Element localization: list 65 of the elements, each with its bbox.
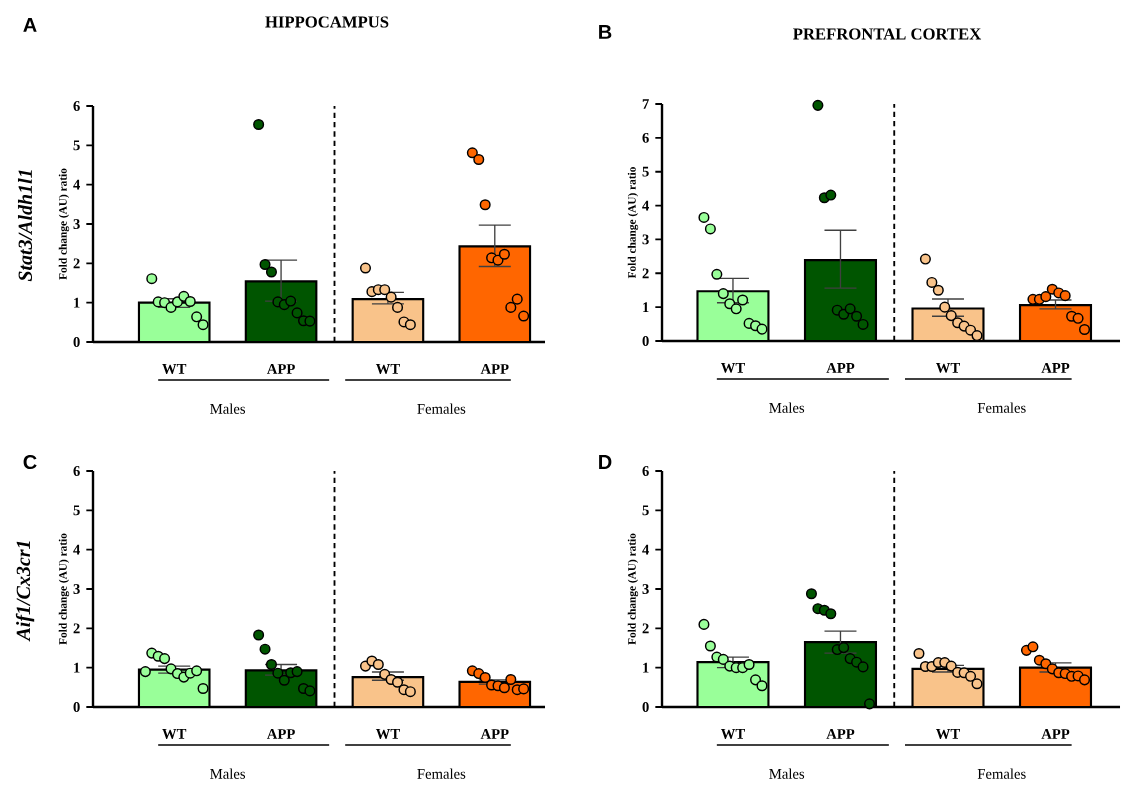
- y-tick-label: 3: [642, 584, 649, 594]
- x-tick-label: WT: [935, 729, 960, 739]
- y-tick-label: 0: [73, 702, 80, 712]
- x-tick-label: APP: [826, 729, 855, 739]
- x-tick-label: WT: [935, 363, 960, 373]
- text: Females: [977, 402, 1026, 413]
- x-tick-label: APP: [266, 729, 295, 739]
- text: B: [599, 25, 612, 39]
- y-tick-label: 5: [73, 505, 80, 516]
- y-tick-label: 2: [73, 623, 80, 634]
- text: Females: [417, 403, 466, 414]
- text: Females: [417, 768, 466, 779]
- text: Males: [769, 402, 805, 413]
- y-axis-title: Fold change (AU) ratio: [627, 167, 639, 279]
- x-tick-label: APP: [826, 363, 855, 373]
- y-tick-label: 3: [73, 219, 80, 229]
- y-tick-label: 6: [73, 101, 80, 111]
- x-tick-label: WT: [162, 729, 187, 739]
- y-tick-label: 2: [642, 623, 649, 634]
- y-tick-label: 0: [642, 336, 649, 346]
- y-tick-label: 1: [74, 297, 80, 308]
- y-tick-label: 1: [74, 662, 80, 673]
- y-tick-label: 0: [73, 337, 80, 347]
- y-tick-label: 6: [642, 132, 649, 143]
- y-tick-label: 6: [73, 466, 80, 476]
- x-tick-label: APP: [1041, 363, 1070, 373]
- y-tick-label: 4: [73, 544, 81, 555]
- y-tick-label: 6: [642, 466, 649, 476]
- y-tick-label: 2: [642, 268, 649, 279]
- y-tick-label: 2: [73, 258, 80, 269]
- x-tick-label: WT: [720, 729, 745, 739]
- x-tick-label: APP: [480, 729, 509, 739]
- text: Males: [769, 768, 805, 779]
- y-tick-label: 1: [643, 662, 649, 673]
- text: Stat3/Aldh1l1: [17, 170, 33, 282]
- y-axis-title: Fold change (AU) ratio: [58, 533, 70, 645]
- chart-title: PREFRONTAL CORTEX: [793, 28, 982, 40]
- y-tick-label: 5: [642, 166, 649, 177]
- text: Males: [210, 403, 246, 414]
- text: A: [23, 18, 37, 32]
- x-tick-label: WT: [162, 364, 187, 374]
- y-tick-label: 3: [73, 584, 80, 594]
- y-axis-title: Fold change (AU) ratio: [58, 168, 70, 280]
- y-axis-title: Fold change (AU) ratio: [627, 533, 639, 645]
- x-tick-label: APP: [266, 364, 295, 374]
- text: D: [599, 455, 612, 469]
- x-tick-label: APP: [480, 364, 509, 374]
- y-tick-label: 0: [642, 702, 649, 712]
- x-tick-label: WT: [375, 364, 400, 374]
- x-tick-label: WT: [720, 363, 745, 373]
- y-tick-label: 3: [642, 234, 649, 245]
- text: Males: [210, 768, 246, 779]
- y-tick-label: 5: [642, 505, 649, 516]
- y-tick-label: 5: [73, 140, 80, 151]
- y-tick-label: 7: [642, 99, 649, 109]
- x-tick-label: WT: [375, 729, 400, 739]
- text: Aif1/Cx3cr1: [15, 541, 35, 642]
- y-tick-label: 4: [73, 179, 81, 190]
- text: Females: [977, 768, 1026, 779]
- text: C: [23, 454, 37, 470]
- x-tick-label: APP: [1041, 729, 1070, 739]
- y-tick-label: 1: [643, 302, 649, 312]
- chart-title: HIPPOCAMPUS: [265, 16, 389, 28]
- y-tick-label: 4: [642, 200, 650, 211]
- y-tick-label: 4: [642, 544, 650, 555]
